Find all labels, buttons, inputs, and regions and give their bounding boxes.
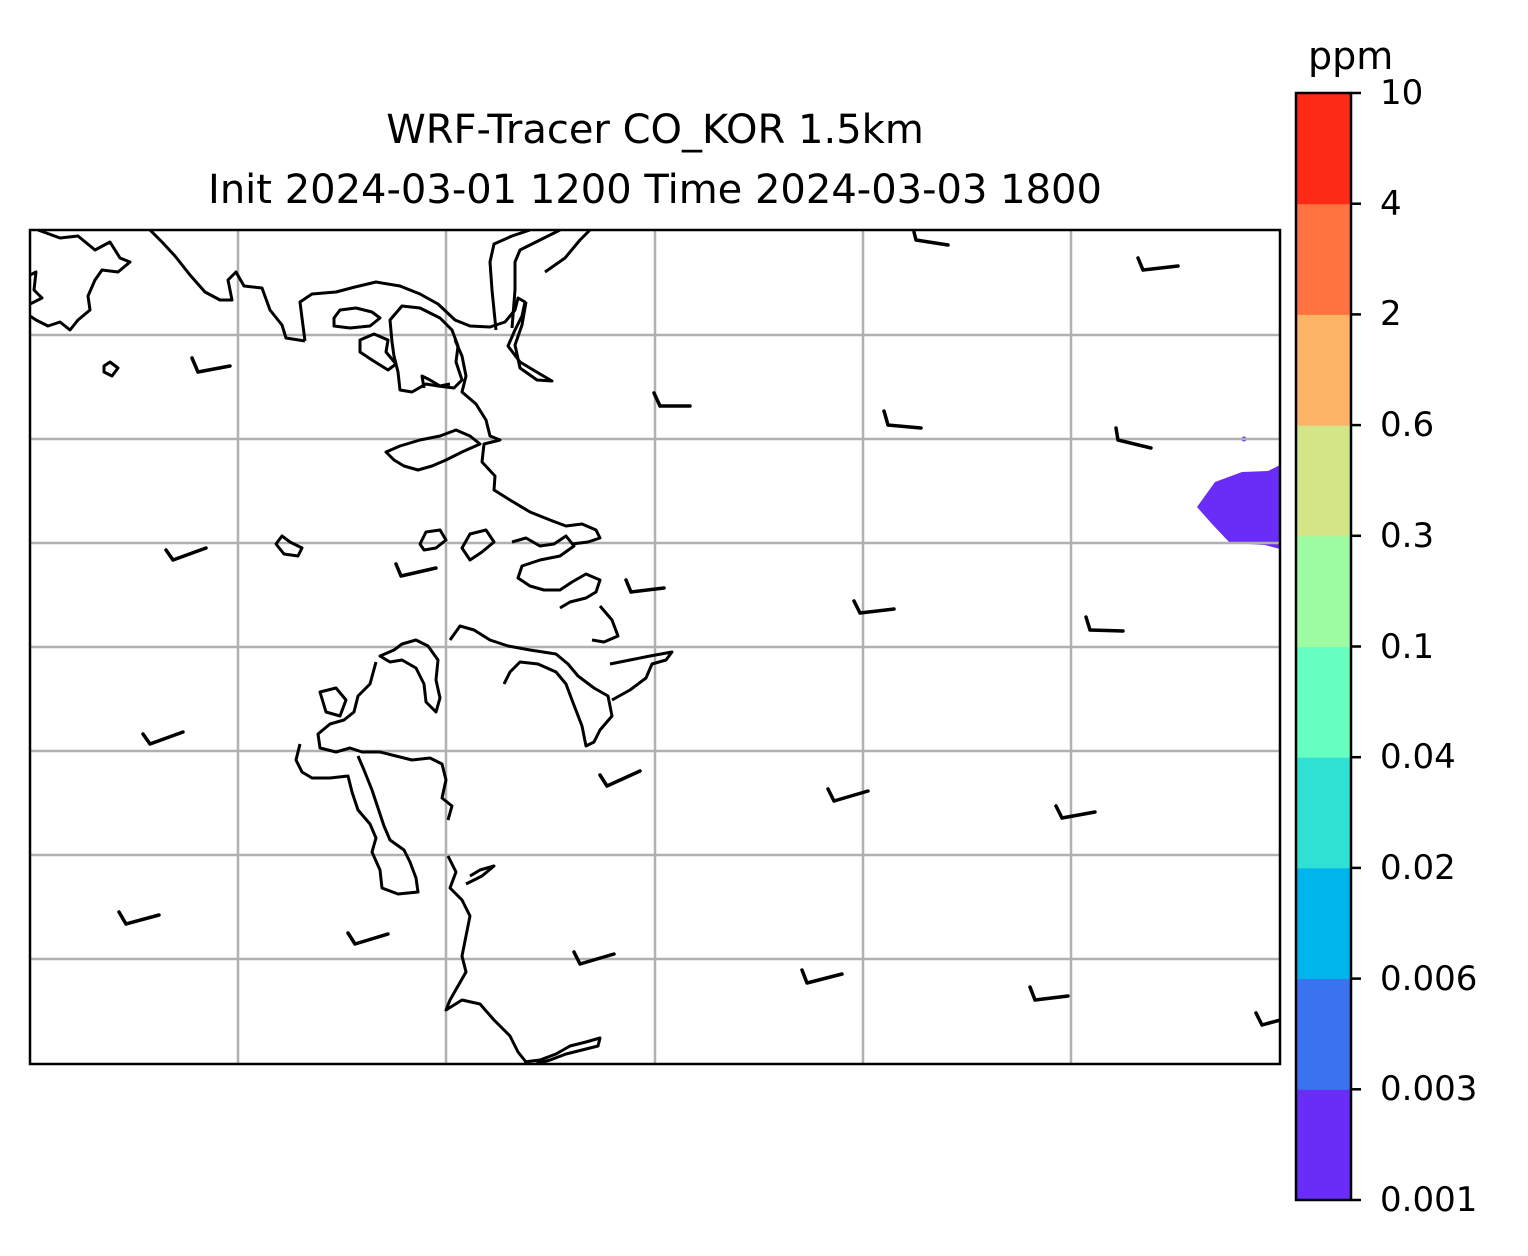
coastline-island-2 <box>102 360 120 378</box>
coastlines <box>30 230 674 1064</box>
wind-barb <box>800 968 844 985</box>
colorbar-segment <box>1296 535 1351 647</box>
wind-barb <box>652 391 692 408</box>
wind-barb <box>164 546 208 562</box>
wind-barb <box>141 730 185 746</box>
coastline-bay-2 <box>384 428 482 472</box>
colorbar-tick-label: 0.02 <box>1380 847 1456 888</box>
colorbar-tick-label: 0.6 <box>1380 405 1435 446</box>
wind-barb <box>624 578 666 594</box>
colorbar-tick-label: 0.1 <box>1380 626 1435 667</box>
coastline-south-cape <box>523 1036 602 1064</box>
wind-barb <box>117 910 161 926</box>
wind-barb <box>826 787 870 803</box>
coastline-east-cape <box>591 605 674 702</box>
wind-barb <box>394 562 438 578</box>
colorbar-tick-label: 2 <box>1380 294 1402 335</box>
map-panel <box>28 228 1282 1066</box>
wind-barbs <box>117 230 1280 1027</box>
wind-barb <box>852 599 896 615</box>
coastline-peninsula-3 <box>448 624 614 748</box>
coastline-mid-islands <box>460 528 602 610</box>
colorbar-segment <box>1296 757 1351 869</box>
map-title-line1: WRF-Tracer CO_KOR 1.5km <box>386 107 924 153</box>
colorbar-segment <box>1296 425 1351 537</box>
coastline-island-3 <box>274 534 304 558</box>
wind-barb <box>1084 615 1125 633</box>
map-frame <box>28 228 1282 1066</box>
coastline-northwest <box>30 230 132 332</box>
wind-barb <box>1254 1011 1280 1027</box>
wind-barb <box>912 230 950 247</box>
map-title-line2: Init 2024-03-01 1200 Time 2024-03-03 180… <box>208 167 1102 213</box>
colorbar-segment <box>1296 867 1351 980</box>
colorbar-unit-label: ppm <box>1308 34 1394 78</box>
coastline-west-inlet <box>30 270 44 306</box>
wind-barb <box>190 356 232 374</box>
colorbar-segment <box>1296 93 1351 205</box>
colorbar-segment <box>1296 1089 1351 1201</box>
coastline-south-coast <box>444 855 528 1063</box>
gridlines <box>30 230 1280 1064</box>
coastline-north-bay <box>148 230 554 383</box>
colorbar-segment <box>1296 314 1351 426</box>
tracer-plume <box>1197 465 1280 549</box>
wind-barb <box>598 769 642 788</box>
wind-barb <box>882 409 923 430</box>
coastline-river <box>488 230 592 331</box>
colorbar-segment <box>1296 203 1351 315</box>
coastline-south-west <box>316 638 454 821</box>
coastline-south-islands <box>294 686 420 896</box>
colorbar-tick-label: 10 <box>1380 73 1424 113</box>
wind-barb <box>346 931 390 946</box>
colorbar-tick-label: 4 <box>1380 183 1402 224</box>
colorbar-tick-label: 0.3 <box>1380 515 1435 556</box>
colorbar-segment <box>1296 646 1351 758</box>
coastline-inlet-2 <box>420 374 451 389</box>
colorbar-segment <box>1296 978 1351 1090</box>
wind-barb <box>1136 256 1180 272</box>
wind-barb <box>1054 804 1097 820</box>
colorbar-tick-label: 0.006 <box>1380 958 1478 999</box>
colorbar-tick-label: 0.003 <box>1380 1069 1478 1110</box>
wind-barb <box>572 950 616 966</box>
wind-barb <box>1028 985 1070 1002</box>
colorbar <box>1294 91 1361 1202</box>
coastline-island-4 <box>418 528 448 552</box>
coastline-peninsula-2 <box>388 304 464 394</box>
colorbar-tick-label: 0.04 <box>1380 737 1456 778</box>
coastline-island-1 <box>332 306 382 330</box>
colorbar-tick-label: 0.001 <box>1380 1180 1478 1220</box>
coastline-coast-main <box>453 339 602 546</box>
wind-barb <box>1114 426 1153 450</box>
